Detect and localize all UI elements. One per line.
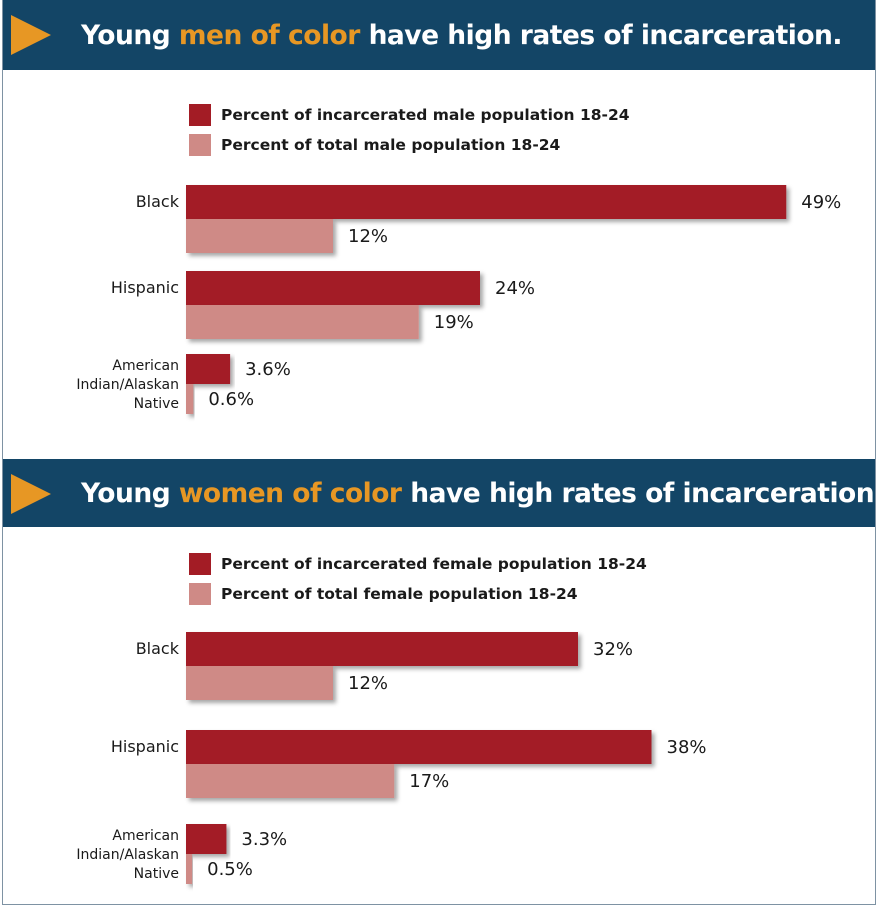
men-value-label-incarcerated-0: 49%: [801, 192, 841, 213]
legend-swatch-incarcerated: [189, 553, 211, 575]
women-legend: Percent of incarcerated female populatio…: [189, 549, 647, 609]
women-value-label-incarcerated-2: 3.3%: [241, 829, 287, 850]
legend-label-total: Percent of total female population 18-24: [221, 585, 578, 603]
women-value-label-incarcerated-0: 32%: [593, 639, 633, 660]
women-bar-incarcerated-2: [186, 824, 227, 854]
men-category-label-2: Native: [134, 396, 179, 412]
women-category-label-2: Indian/Alaskan: [76, 847, 179, 863]
men-value-label-total-2: 0.6%: [208, 389, 254, 410]
men-category-label-1: Hispanic: [111, 278, 179, 297]
men-value-label-incarcerated-2: 3.6%: [245, 359, 291, 380]
women-bar-incarcerated-1: [186, 730, 652, 764]
men-value-label-incarcerated-1: 24%: [495, 278, 535, 299]
women-banner: Young women of color have high rates of …: [3, 459, 878, 527]
men-title-prefix: Young: [81, 19, 171, 51]
men-category-label-0: Black: [136, 192, 180, 211]
men-bar-chart: 49% 12% Black 24% 19% Hispanic 3.6% 0.6% America…: [76, 185, 841, 414]
men-bar-incarcerated-0: [186, 185, 787, 219]
legend-swatch-total: [189, 583, 211, 605]
men-value-label-total-1: 19%: [434, 312, 474, 333]
legend-label-incarcerated: Percent of incarcerated male population …: [221, 106, 630, 124]
legend-label-incarcerated: Percent of incarcerated female populatio…: [221, 555, 647, 573]
women-category-label-1: Hispanic: [111, 737, 179, 756]
men-bar-incarcerated-2: [186, 354, 231, 384]
women-bar-total-0: [186, 666, 333, 700]
men-category-label-2: Indian/Alaskan: [76, 377, 179, 393]
legend-swatch-incarcerated: [189, 104, 211, 126]
legend-swatch-total: [189, 134, 211, 156]
women-title-prefix: Young: [81, 477, 171, 509]
men-value-label-total-0: 12%: [348, 226, 388, 247]
women-value-label-total-0: 12%: [348, 673, 388, 694]
women-value-label-incarcerated-1: 38%: [667, 737, 707, 758]
legend-item-incarcerated: Percent of incarcerated male population …: [189, 100, 630, 130]
women-category-label-2: American: [112, 828, 179, 844]
arrow-icon: [11, 15, 51, 55]
women-category-label-2: Native: [134, 866, 179, 882]
men-bar-total-1: [186, 305, 419, 339]
legend-item-total: Percent of total female population 18-24: [189, 579, 647, 609]
men-panel: Young men of color have high rates of in…: [3, 0, 875, 455]
men-banner: Young men of color have high rates of in…: [3, 0, 875, 70]
men-bar-total-0: [186, 219, 333, 253]
men-panel-title: Young men of color have high rates of in…: [81, 0, 842, 70]
legend-label-total: Percent of total male population 18-24: [221, 136, 561, 154]
women-bar-incarcerated-0: [186, 632, 578, 666]
women-panel-title: Young women of color have high rates of …: [81, 459, 878, 527]
legend-item-incarcerated: Percent of incarcerated female populatio…: [189, 549, 647, 579]
arrow-icon: [11, 474, 51, 514]
men-title-suffix: have high rates of incarceration.: [368, 19, 843, 51]
women-category-label-0: Black: [136, 639, 180, 658]
men-title-highlight: men of color: [178, 19, 360, 51]
women-bar-total-2: [186, 854, 193, 884]
men-bar-incarcerated-1: [186, 271, 480, 305]
women-bar-total-1: [186, 764, 395, 798]
women-bar-chart: 32% 12% Black 38% 17% Hispanic 3.3% 0.5% America…: [76, 632, 707, 884]
men-category-label-2: American: [112, 358, 179, 374]
legend-item-total: Percent of total male population 18-24: [189, 130, 630, 160]
men-bar-total-2: [186, 384, 194, 414]
women-title-suffix: have high rates of incarceration.: [410, 477, 878, 509]
women-value-label-total-1: 17%: [409, 771, 449, 792]
women-panel: Young women of color have high rates of …: [3, 455, 878, 905]
women-value-label-total-2: 0.5%: [207, 859, 253, 880]
women-title-highlight: women of color: [178, 477, 402, 509]
men-legend: Percent of incarcerated male population …: [189, 100, 630, 160]
